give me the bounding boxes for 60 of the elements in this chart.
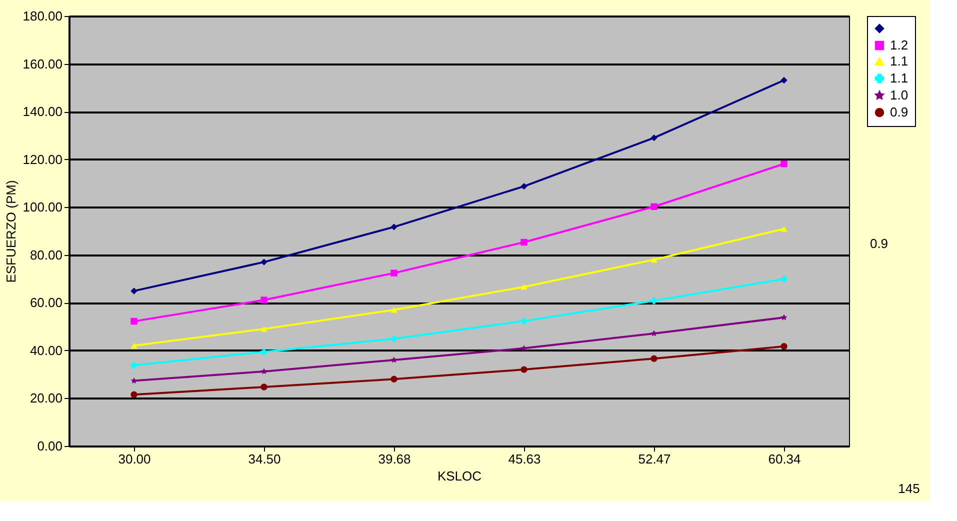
point <box>130 377 138 384</box>
point <box>780 226 788 232</box>
y-tick-label: 180.00 <box>22 8 62 24</box>
point <box>520 284 528 290</box>
x-tick-label: 34.50 <box>248 452 281 466</box>
y-tick-label: 100.00 <box>22 200 62 215</box>
point <box>650 297 658 304</box>
point <box>780 343 788 350</box>
point <box>260 368 268 374</box>
point <box>390 356 398 363</box>
point <box>780 160 788 168</box>
point <box>520 238 528 246</box>
x-tick-label: 30.00 <box>118 452 151 466</box>
point <box>390 335 398 342</box>
point <box>780 276 788 282</box>
y-tick-label: 60.00 <box>30 295 62 310</box>
point <box>650 355 658 362</box>
point <box>130 342 138 349</box>
point <box>520 366 528 373</box>
legend-label: 0.9 <box>890 104 908 120</box>
point <box>260 348 268 356</box>
y-tick-label: 80.00 <box>30 247 62 262</box>
y-tick-label: 160.00 <box>22 56 62 72</box>
legend-label: 1.1 <box>890 70 908 86</box>
point <box>780 76 788 84</box>
x-tick-label: 60.34 <box>768 452 801 466</box>
point <box>390 306 398 313</box>
x-tick-label: 39.68 <box>378 452 411 466</box>
point <box>260 296 268 304</box>
point <box>650 256 658 263</box>
y-tick-label: 120.00 <box>22 152 62 167</box>
point <box>260 258 268 266</box>
text: 145 <box>898 481 920 496</box>
point <box>390 270 398 276</box>
text: 0.9 <box>870 236 888 251</box>
point <box>130 318 138 325</box>
point <box>780 314 788 320</box>
x-tick-label: 52.47 <box>638 452 671 466</box>
y-axis-title: ESFUERZO (PM) <box>4 180 19 283</box>
x-axis-title: KSLOC <box>437 468 482 484</box>
point <box>260 326 268 332</box>
point <box>520 182 528 190</box>
point <box>260 384 268 390</box>
legend-label: 1.0 <box>890 88 908 102</box>
legend-label: 1.1 <box>890 54 908 68</box>
y-tick-label: 40.00 <box>30 342 62 358</box>
point <box>520 318 528 324</box>
legend-label: 1.2 <box>890 38 908 52</box>
y-tick-label: 0.00 <box>37 438 62 454</box>
point <box>130 288 138 294</box>
point <box>130 362 138 369</box>
point <box>650 134 658 142</box>
point <box>390 376 398 382</box>
y-tick-label: 140.00 <box>22 104 62 120</box>
y-tick-label: 20.00 <box>30 390 62 406</box>
point <box>650 330 658 336</box>
x-tick-label: 45.63 <box>508 452 541 466</box>
point <box>130 391 138 398</box>
point <box>390 224 398 230</box>
point <box>650 203 658 210</box>
